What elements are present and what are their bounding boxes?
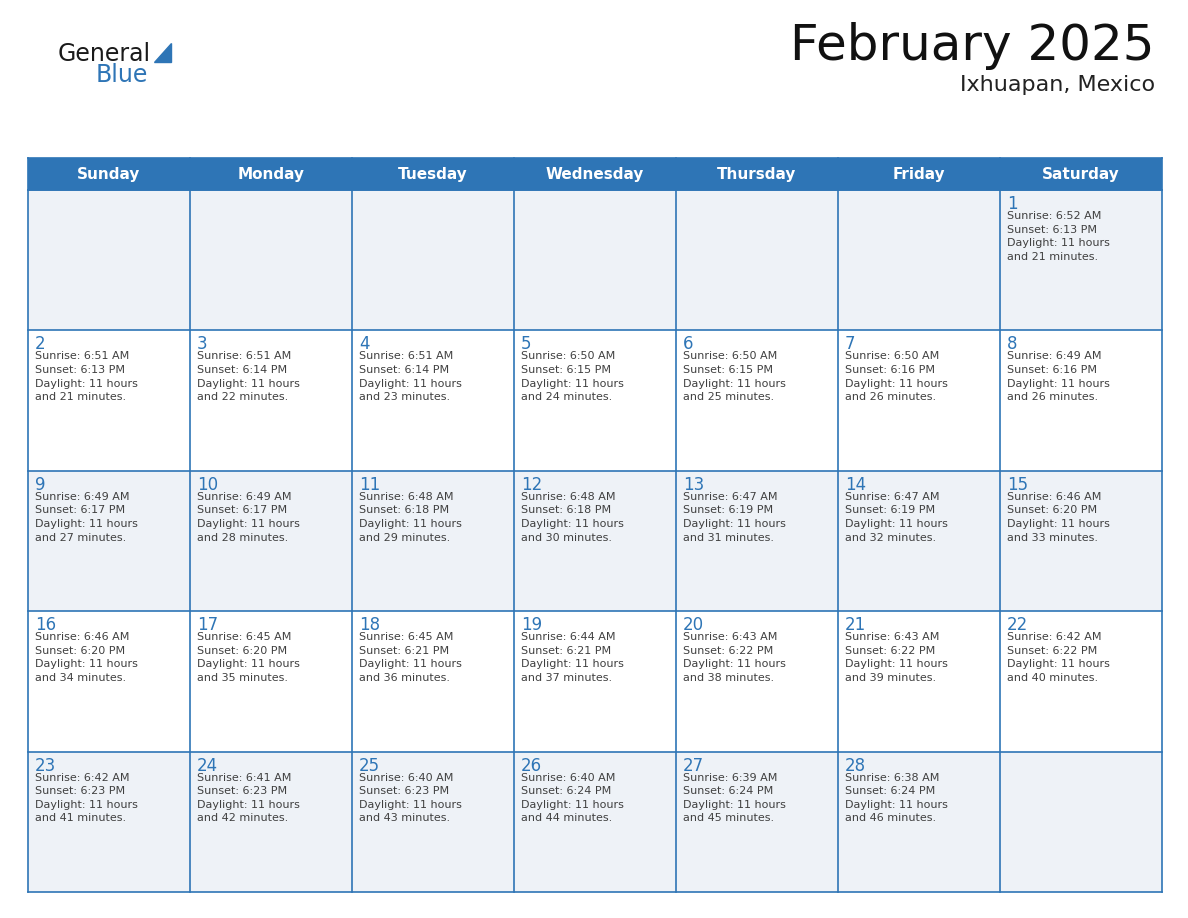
- Text: 14: 14: [845, 476, 866, 494]
- Text: 19: 19: [522, 616, 542, 634]
- Text: Sunrise: 6:44 AM
Sunset: 6:21 PM
Daylight: 11 hours
and 37 minutes.: Sunrise: 6:44 AM Sunset: 6:21 PM Dayligh…: [522, 633, 624, 683]
- Text: Wednesday: Wednesday: [545, 166, 644, 182]
- Text: Sunrise: 6:51 AM
Sunset: 6:13 PM
Daylight: 11 hours
and 21 minutes.: Sunrise: 6:51 AM Sunset: 6:13 PM Dayligh…: [34, 352, 138, 402]
- Text: 15: 15: [1007, 476, 1028, 494]
- Text: Sunrise: 6:45 AM
Sunset: 6:20 PM
Daylight: 11 hours
and 35 minutes.: Sunrise: 6:45 AM Sunset: 6:20 PM Dayligh…: [197, 633, 299, 683]
- Text: Monday: Monday: [238, 166, 304, 182]
- Text: 2: 2: [34, 335, 45, 353]
- Text: Ixhuapan, Mexico: Ixhuapan, Mexico: [960, 75, 1155, 95]
- Text: Sunrise: 6:40 AM
Sunset: 6:23 PM
Daylight: 11 hours
and 43 minutes.: Sunrise: 6:40 AM Sunset: 6:23 PM Dayligh…: [359, 773, 462, 823]
- Text: Sunrise: 6:42 AM
Sunset: 6:22 PM
Daylight: 11 hours
and 40 minutes.: Sunrise: 6:42 AM Sunset: 6:22 PM Dayligh…: [1007, 633, 1110, 683]
- Bar: [29, 752, 1162, 892]
- Text: 18: 18: [359, 616, 380, 634]
- Text: Sunrise: 6:51 AM
Sunset: 6:14 PM
Daylight: 11 hours
and 22 minutes.: Sunrise: 6:51 AM Sunset: 6:14 PM Dayligh…: [197, 352, 299, 402]
- Text: Sunrise: 6:38 AM
Sunset: 6:24 PM
Daylight: 11 hours
and 46 minutes.: Sunrise: 6:38 AM Sunset: 6:24 PM Dayligh…: [845, 773, 948, 823]
- Text: Blue: Blue: [96, 63, 148, 87]
- Polygon shape: [154, 43, 171, 62]
- Bar: [29, 330, 1162, 471]
- Bar: [29, 471, 1162, 611]
- Text: 23: 23: [34, 756, 56, 775]
- Text: Sunrise: 6:52 AM
Sunset: 6:13 PM
Daylight: 11 hours
and 21 minutes.: Sunrise: 6:52 AM Sunset: 6:13 PM Dayligh…: [1007, 211, 1110, 262]
- Text: Sunrise: 6:40 AM
Sunset: 6:24 PM
Daylight: 11 hours
and 44 minutes.: Sunrise: 6:40 AM Sunset: 6:24 PM Dayligh…: [522, 773, 624, 823]
- Text: Sunrise: 6:43 AM
Sunset: 6:22 PM
Daylight: 11 hours
and 39 minutes.: Sunrise: 6:43 AM Sunset: 6:22 PM Dayligh…: [845, 633, 948, 683]
- Text: 7: 7: [845, 335, 855, 353]
- Text: Sunrise: 6:48 AM
Sunset: 6:18 PM
Daylight: 11 hours
and 29 minutes.: Sunrise: 6:48 AM Sunset: 6:18 PM Dayligh…: [359, 492, 462, 543]
- Text: Sunday: Sunday: [77, 166, 140, 182]
- Text: 12: 12: [522, 476, 542, 494]
- Text: Sunrise: 6:43 AM
Sunset: 6:22 PM
Daylight: 11 hours
and 38 minutes.: Sunrise: 6:43 AM Sunset: 6:22 PM Dayligh…: [683, 633, 786, 683]
- Text: Sunrise: 6:51 AM
Sunset: 6:14 PM
Daylight: 11 hours
and 23 minutes.: Sunrise: 6:51 AM Sunset: 6:14 PM Dayligh…: [359, 352, 462, 402]
- Text: 20: 20: [683, 616, 704, 634]
- Text: Sunrise: 6:46 AM
Sunset: 6:20 PM
Daylight: 11 hours
and 33 minutes.: Sunrise: 6:46 AM Sunset: 6:20 PM Dayligh…: [1007, 492, 1110, 543]
- Text: 13: 13: [683, 476, 704, 494]
- Text: Sunrise: 6:47 AM
Sunset: 6:19 PM
Daylight: 11 hours
and 32 minutes.: Sunrise: 6:47 AM Sunset: 6:19 PM Dayligh…: [845, 492, 948, 543]
- Text: 17: 17: [197, 616, 219, 634]
- Text: February 2025: February 2025: [790, 22, 1155, 70]
- Text: 24: 24: [197, 756, 219, 775]
- Text: 6: 6: [683, 335, 694, 353]
- Text: Sunrise: 6:50 AM
Sunset: 6:16 PM
Daylight: 11 hours
and 26 minutes.: Sunrise: 6:50 AM Sunset: 6:16 PM Dayligh…: [845, 352, 948, 402]
- Text: Sunrise: 6:47 AM
Sunset: 6:19 PM
Daylight: 11 hours
and 31 minutes.: Sunrise: 6:47 AM Sunset: 6:19 PM Dayligh…: [683, 492, 786, 543]
- Text: 9: 9: [34, 476, 45, 494]
- Text: Tuesday: Tuesday: [398, 166, 468, 182]
- Text: 5: 5: [522, 335, 531, 353]
- Text: 3: 3: [197, 335, 208, 353]
- Text: 26: 26: [522, 756, 542, 775]
- Text: Sunrise: 6:46 AM
Sunset: 6:20 PM
Daylight: 11 hours
and 34 minutes.: Sunrise: 6:46 AM Sunset: 6:20 PM Dayligh…: [34, 633, 138, 683]
- Text: Sunrise: 6:49 AM
Sunset: 6:17 PM
Daylight: 11 hours
and 28 minutes.: Sunrise: 6:49 AM Sunset: 6:17 PM Dayligh…: [197, 492, 299, 543]
- Text: 4: 4: [359, 335, 369, 353]
- Text: Sunrise: 6:45 AM
Sunset: 6:21 PM
Daylight: 11 hours
and 36 minutes.: Sunrise: 6:45 AM Sunset: 6:21 PM Dayligh…: [359, 633, 462, 683]
- Bar: [29, 190, 1162, 330]
- Text: Saturday: Saturday: [1042, 166, 1120, 182]
- Bar: [29, 611, 1162, 752]
- Text: Friday: Friday: [892, 166, 946, 182]
- Text: 22: 22: [1007, 616, 1029, 634]
- Text: Sunrise: 6:50 AM
Sunset: 6:15 PM
Daylight: 11 hours
and 25 minutes.: Sunrise: 6:50 AM Sunset: 6:15 PM Dayligh…: [683, 352, 786, 402]
- Text: 25: 25: [359, 756, 380, 775]
- Text: Thursday: Thursday: [718, 166, 797, 182]
- Text: Sunrise: 6:50 AM
Sunset: 6:15 PM
Daylight: 11 hours
and 24 minutes.: Sunrise: 6:50 AM Sunset: 6:15 PM Dayligh…: [522, 352, 624, 402]
- Text: 16: 16: [34, 616, 56, 634]
- Text: Sunrise: 6:48 AM
Sunset: 6:18 PM
Daylight: 11 hours
and 30 minutes.: Sunrise: 6:48 AM Sunset: 6:18 PM Dayligh…: [522, 492, 624, 543]
- Text: 1: 1: [1007, 195, 1018, 213]
- Text: 28: 28: [845, 756, 866, 775]
- Text: 11: 11: [359, 476, 380, 494]
- Text: 10: 10: [197, 476, 219, 494]
- Text: 27: 27: [683, 756, 704, 775]
- Text: Sunrise: 6:49 AM
Sunset: 6:16 PM
Daylight: 11 hours
and 26 minutes.: Sunrise: 6:49 AM Sunset: 6:16 PM Dayligh…: [1007, 352, 1110, 402]
- Text: 21: 21: [845, 616, 866, 634]
- Text: Sunrise: 6:49 AM
Sunset: 6:17 PM
Daylight: 11 hours
and 27 minutes.: Sunrise: 6:49 AM Sunset: 6:17 PM Dayligh…: [34, 492, 138, 543]
- Text: Sunrise: 6:39 AM
Sunset: 6:24 PM
Daylight: 11 hours
and 45 minutes.: Sunrise: 6:39 AM Sunset: 6:24 PM Dayligh…: [683, 773, 786, 823]
- Text: Sunrise: 6:42 AM
Sunset: 6:23 PM
Daylight: 11 hours
and 41 minutes.: Sunrise: 6:42 AM Sunset: 6:23 PM Dayligh…: [34, 773, 138, 823]
- Text: Sunrise: 6:41 AM
Sunset: 6:23 PM
Daylight: 11 hours
and 42 minutes.: Sunrise: 6:41 AM Sunset: 6:23 PM Dayligh…: [197, 773, 299, 823]
- Text: 8: 8: [1007, 335, 1017, 353]
- Bar: [29, 158, 1162, 190]
- Text: General: General: [58, 42, 151, 66]
